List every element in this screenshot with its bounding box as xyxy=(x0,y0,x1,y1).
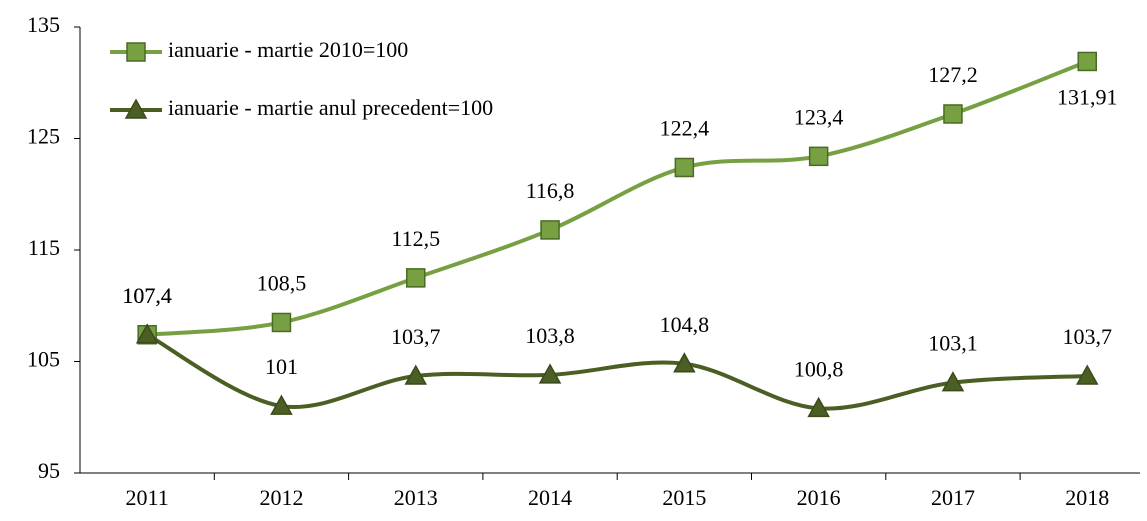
data-label: 131,91 xyxy=(1057,85,1118,110)
legend-marker xyxy=(126,42,146,62)
data-point xyxy=(943,104,963,124)
y-tick-label: 115 xyxy=(28,235,60,260)
x-tick-label: 2011 xyxy=(126,485,169,510)
y-tick-label: 95 xyxy=(38,458,60,483)
data-label: 101 xyxy=(265,354,298,379)
data-point xyxy=(538,363,562,384)
data-label: 103,7 xyxy=(1063,324,1113,349)
y-tick-label: 125 xyxy=(27,124,60,149)
y-tick-label: 105 xyxy=(27,347,60,372)
data-point xyxy=(808,146,829,167)
data-point xyxy=(270,394,293,415)
x-tick-label: 2018 xyxy=(1065,485,1109,510)
data-label: 100,8 xyxy=(794,356,844,381)
data-label: 116,8 xyxy=(526,178,575,203)
data-point xyxy=(1075,364,1099,385)
data-label: 103,1 xyxy=(928,331,978,356)
data-label: 112,5 xyxy=(391,226,440,251)
data-label: 127,2 xyxy=(928,62,978,87)
data-label: 123,4 xyxy=(794,104,844,129)
data-point xyxy=(1077,51,1097,72)
data-label: 122,4 xyxy=(660,116,710,141)
data-label: 103,7 xyxy=(391,324,441,349)
data-label: 103,8 xyxy=(525,323,575,348)
x-tick-label: 2014 xyxy=(528,485,572,510)
legend-label: ianuarie - martie 2010=100 xyxy=(168,37,408,62)
y-tick-label: 135 xyxy=(27,12,60,37)
x-tick-label: 2015 xyxy=(662,485,706,510)
data-point xyxy=(271,312,292,333)
x-tick-label: 2012 xyxy=(259,485,303,510)
data-point xyxy=(673,352,696,373)
data-label: 108,5 xyxy=(257,271,307,296)
data-point xyxy=(674,157,695,178)
data-label: 107,4 xyxy=(122,283,172,308)
x-tick-label: 2016 xyxy=(797,485,841,510)
data-label: 104,8 xyxy=(660,312,710,337)
data-point xyxy=(135,323,159,344)
legend-marker xyxy=(124,98,148,119)
data-point xyxy=(406,268,426,288)
data-point xyxy=(807,396,830,418)
data-label: 107,4 xyxy=(122,283,172,308)
series-line xyxy=(146,332,1088,411)
x-tick-label: 2013 xyxy=(394,485,438,510)
legend-label: ianuarie - martie anul precedent=100 xyxy=(168,95,493,120)
data-point xyxy=(540,220,560,240)
data-point xyxy=(404,364,428,385)
data-point xyxy=(941,371,965,392)
x-tick-label: 2017 xyxy=(931,485,975,510)
